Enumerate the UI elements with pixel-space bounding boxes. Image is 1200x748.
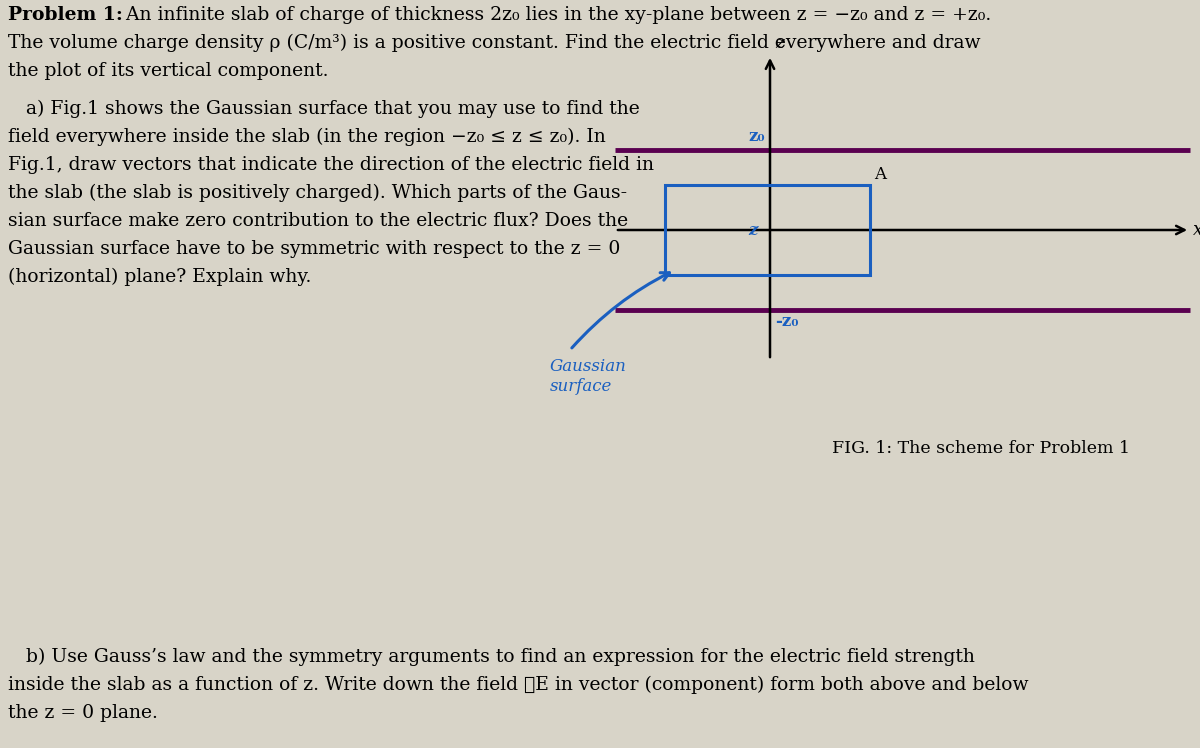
Text: b) Use Gauss’s law and the symmetry arguments to find an expression for the elec: b) Use Gauss’s law and the symmetry argu… — [8, 648, 974, 666]
Text: (horizontal) plane? Explain why.: (horizontal) plane? Explain why. — [8, 268, 311, 286]
Text: Gaussian surface have to be symmetric with respect to the z = 0: Gaussian surface have to be symmetric wi… — [8, 240, 620, 258]
Text: inside the slab as a function of z. Write down the field ⃗E in vector (component: inside the slab as a function of z. Writ… — [8, 676, 1028, 694]
Bar — [665, 185, 870, 275]
Text: FIG. 1: The scheme for Problem 1: FIG. 1: The scheme for Problem 1 — [833, 440, 1130, 457]
Text: the plot of its vertical component.: the plot of its vertical component. — [8, 62, 329, 80]
Text: x: x — [1193, 221, 1200, 239]
Text: z: z — [775, 35, 784, 52]
Text: field everywhere inside the slab (in the region −z₀ ≤ z ≤ z₀). In: field everywhere inside the slab (in the… — [8, 128, 606, 147]
Text: Problem 1:: Problem 1: — [8, 6, 122, 24]
Text: Gaussian
surface: Gaussian surface — [550, 358, 626, 395]
Text: A: A — [874, 166, 886, 183]
Text: An infinite slab of charge of thickness 2z₀ lies in the xy-plane between z = −z₀: An infinite slab of charge of thickness … — [120, 6, 991, 24]
Text: the slab (the slab is positively charged). Which parts of the Gaus-: the slab (the slab is positively charged… — [8, 184, 628, 202]
Text: -z₀: -z₀ — [775, 313, 798, 330]
Text: The volume charge density ρ (C/m³) is a positive constant. Find the electric fie: The volume charge density ρ (C/m³) is a … — [8, 34, 980, 52]
Text: sian surface make zero contribution to the electric flux? Does the: sian surface make zero contribution to t… — [8, 212, 628, 230]
Text: Fig.1, draw vectors that indicate the direction of the electric field in: Fig.1, draw vectors that indicate the di… — [8, 156, 654, 174]
Text: z₀: z₀ — [749, 128, 766, 145]
Text: z: z — [748, 221, 757, 239]
Text: a) Fig.1 shows the Gaussian surface that you may use to find the: a) Fig.1 shows the Gaussian surface that… — [8, 100, 640, 118]
Text: the z = 0 plane.: the z = 0 plane. — [8, 704, 158, 722]
